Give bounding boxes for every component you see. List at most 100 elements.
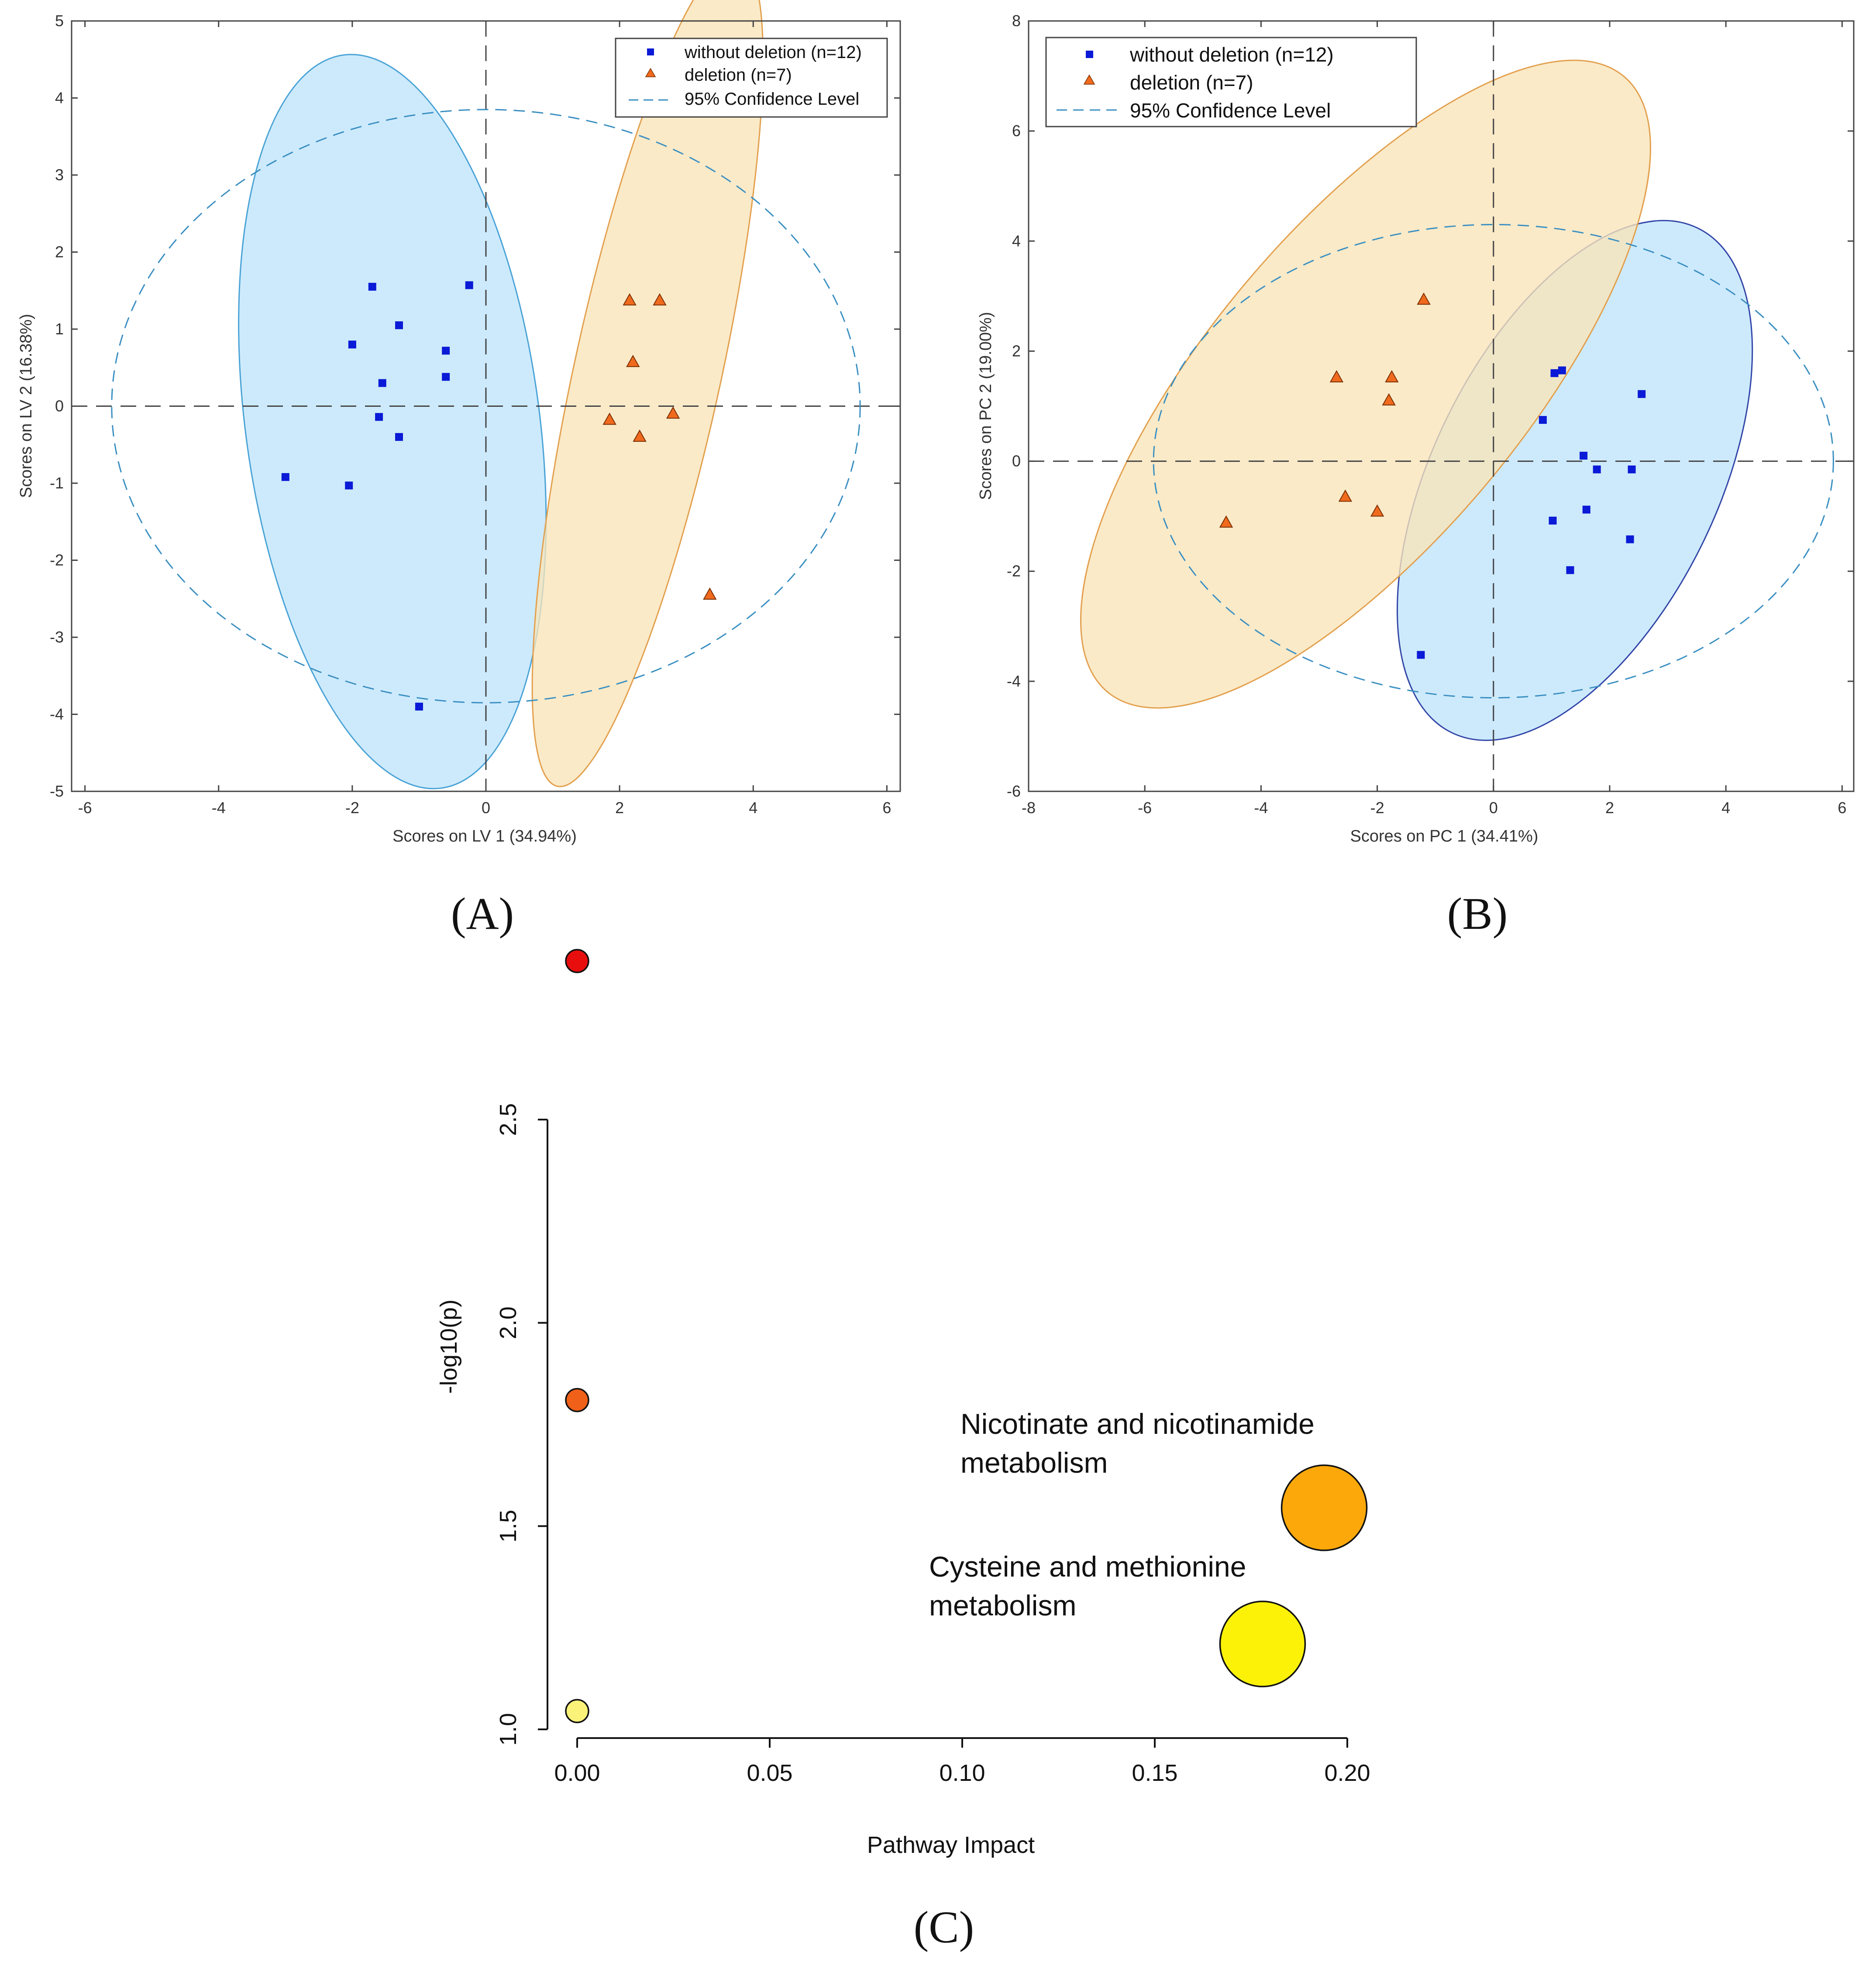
panel-a-ytick-label: -1 xyxy=(50,474,64,492)
panel-b-plot-frame xyxy=(1028,20,1855,792)
panel-b-ytick-label: -4 xyxy=(1007,672,1021,690)
panel-b-point-without-deletion xyxy=(1582,505,1590,514)
panel-a-point-deletion xyxy=(633,430,647,442)
panel-c-ylabel: -log10(p) xyxy=(436,1299,462,1394)
panel-c-ytick-label: 2.0 xyxy=(495,1306,521,1339)
panel-b-point-deletion xyxy=(1382,393,1396,405)
panel-c-ytick-label: 2.5 xyxy=(495,1103,521,1136)
panel-b-legend-box xyxy=(1045,37,1417,127)
panel-c-label: (C) xyxy=(914,1902,974,1952)
panel-a-point-without-deletion xyxy=(442,373,450,381)
panel-a-ytick-label: 0 xyxy=(55,397,64,415)
panel-a-xtick-label: -2 xyxy=(345,799,359,817)
panel-a-point-without-deletion xyxy=(395,433,403,441)
panel-c-xtick-label: 0.20 xyxy=(1324,1760,1370,1786)
panel-b-ytick-label: 4 xyxy=(1012,232,1021,250)
panel-b-point-deletion xyxy=(1338,489,1353,502)
panel-a-ytick-label: -3 xyxy=(50,628,64,646)
panel-a-ytick-label: 2 xyxy=(55,243,64,261)
panel-c-bubble-small xyxy=(565,1388,589,1412)
panel-b-point-without-deletion xyxy=(1580,451,1588,460)
panel-a-confidence-ellipse xyxy=(111,109,861,704)
panel-b-xlabel: Scores on PC 1 (34.41%) xyxy=(1350,827,1539,845)
panel-a-point-without-deletion xyxy=(345,481,353,490)
panel-a-point-deletion xyxy=(626,354,640,367)
panel-a-point-without-deletion xyxy=(395,321,403,330)
panel-c-ytick-label: 1.0 xyxy=(495,1713,521,1746)
panel-b-legend-square-marker xyxy=(1086,51,1093,58)
panel-a-point-without-deletion xyxy=(465,281,473,289)
panel-a-point-without-deletion xyxy=(368,282,376,291)
panel-a-ytick-label: -2 xyxy=(50,551,64,569)
panel-b-point-without-deletion xyxy=(1539,416,1547,424)
panel-b-xtick-label: 4 xyxy=(1721,799,1730,817)
panel-b-legend-label-without: without deletion (n=12) xyxy=(1129,43,1334,66)
panel-b-legend-triangle-marker xyxy=(1083,74,1095,85)
panel-b-xtick-label: -4 xyxy=(1254,799,1268,817)
panel-b-point-deletion xyxy=(1219,515,1233,528)
panel-a: -6 -4 -2 0 2 4 6 -5 -4 -3 -2 -1 0 1 2 3 4 5 Scores on LV … xyxy=(17,0,901,939)
panel-b-ytick-label: -2 xyxy=(1007,562,1021,580)
panel-a-ytick-label: -4 xyxy=(50,705,64,723)
panel-b-ytick-label: 8 xyxy=(1012,12,1021,30)
panel-c-bubble-small xyxy=(565,1699,589,1723)
panel-c-xtick-label: 0.00 xyxy=(554,1760,600,1786)
panel-b-legend-label-deletion: deletion (n=7) xyxy=(1130,71,1253,94)
panel-a-point-without-deletion xyxy=(442,347,450,355)
panel-a-legend-square-marker xyxy=(647,48,654,55)
panel-b-xtick-label: -2 xyxy=(1370,799,1384,817)
panel-b-xtick-label: 0 xyxy=(1489,799,1498,817)
panel-a-xtick-label: -4 xyxy=(212,799,226,817)
panel-c-annotation-nicotinate-line1: Nicotinate and nicotinamide xyxy=(960,1408,1315,1440)
panel-c-annotation-nicotinate-line2: metabolism xyxy=(960,1447,1108,1479)
panel-a-label: (A) xyxy=(451,889,514,939)
panel-b-point-without-deletion xyxy=(1593,465,1601,474)
panel-a-ytick-label: 4 xyxy=(55,89,64,107)
panel-c-ytick-label: 1.5 xyxy=(495,1510,521,1543)
panel-a-point-deletion xyxy=(653,293,667,306)
panel-a-point-deletion xyxy=(602,412,616,425)
panel-c: 0.00 0.05 0.10 0.15 0.20 1.0 1.5 2.0 2.5 Nicotin… xyxy=(436,949,1370,1952)
panel-b-confidence-ellipse xyxy=(1153,223,1834,699)
panel-c-bubble-cysteine xyxy=(1219,1601,1306,1687)
panel-b-point-without-deletion xyxy=(1628,465,1636,474)
panel-c-annotation-cysteine-line1: Cysteine and methionine xyxy=(929,1550,1246,1583)
panel-b-xtick-label: -8 xyxy=(1022,799,1036,817)
panel-c-xtick-label: 0.05 xyxy=(747,1760,792,1786)
panel-a-point-without-deletion xyxy=(375,413,383,421)
panel-b-ytick-label: 2 xyxy=(1012,342,1021,360)
panel-b-point-deletion xyxy=(1370,504,1384,517)
panel-a-legend-label-deletion: deletion (n=7) xyxy=(685,65,792,85)
panel-a-legend: without deletion (n=12) deletion (n=7) 9… xyxy=(615,38,888,118)
panel-b-point-without-deletion xyxy=(1549,516,1557,525)
panel-a-xtick-label: -6 xyxy=(78,799,92,817)
panel-b-point-without-deletion xyxy=(1566,566,1574,574)
panel-c-bubble-small xyxy=(565,949,589,973)
panel-b-ellipse-deletion xyxy=(1080,59,1651,709)
panel-b-ytick-label: 0 xyxy=(1012,452,1021,470)
panel-b-ytick-label: -6 xyxy=(1007,782,1021,800)
panel-b-point-without-deletion xyxy=(1417,651,1425,659)
panel-a-ytick-label: -5 xyxy=(50,782,64,800)
panel-c-annotation-cysteine-line2: metabolism xyxy=(929,1589,1076,1622)
panel-b-point-without-deletion xyxy=(1550,369,1559,377)
panel-c-xtick-label: 0.10 xyxy=(939,1760,985,1786)
panel-b-point-deletion xyxy=(1329,370,1344,382)
panel-a-xtick-label: 2 xyxy=(615,799,624,817)
panel-a-legend-label-confidence: 95% Confidence Level xyxy=(685,89,859,109)
panel-a-ytick-label: 3 xyxy=(55,166,64,184)
panel-b-xtick-label: 2 xyxy=(1605,799,1614,817)
panel-a-ytick-label: 1 xyxy=(55,320,64,338)
panel-a-point-deletion xyxy=(623,293,637,306)
panel-a-xtick-label: 0 xyxy=(482,799,490,817)
panel-b-point-without-deletion xyxy=(1638,390,1646,398)
panel-b-point-deletion xyxy=(1417,292,1431,305)
panel-a-xtick-label: 4 xyxy=(749,799,757,817)
panel-b-point-without-deletion xyxy=(1626,535,1634,543)
panel-a-point-without-deletion xyxy=(378,379,386,387)
panel-a-xlabel: Scores on LV 1 (34.94%) xyxy=(392,827,577,845)
panel-a-point-without-deletion xyxy=(348,340,356,349)
panel-a-point-deletion xyxy=(666,406,680,419)
